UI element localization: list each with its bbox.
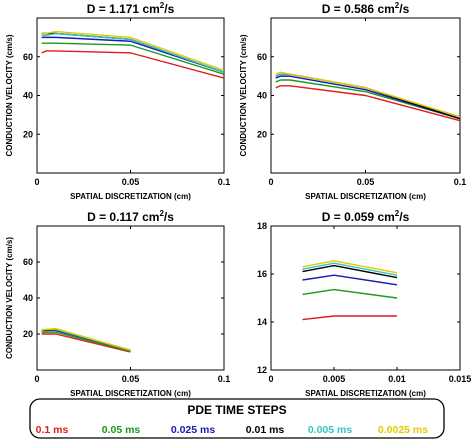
- series-line-6: [275, 71, 460, 118]
- y-tick-label: 60: [23, 257, 33, 267]
- y-axis-label: CONDUCTION VELOCITY (cm/s): [239, 34, 248, 156]
- series-group: [41, 327, 131, 353]
- x-axis-label: SPATIAL DISCRETIZATION (cm): [70, 192, 191, 201]
- chart-title-superscript: 2: [395, 1, 400, 10]
- chart-panel-4: 0 0.005 0.01 0.015 12 14 16 18 D = 0.059 cm2/s SP…: [257, 209, 471, 398]
- chart-panel-1: 0 0.05 0.1 20 40 60 D = 1.171 cm2/s SPATIAL DIS…: [5, 1, 230, 201]
- series-line-1: [41, 333, 131, 353]
- series-line-6: [41, 30, 224, 71]
- series-line-1: [41, 50, 224, 79]
- series-group: [275, 71, 460, 122]
- series-line-2: [41, 331, 131, 352]
- series-line-3: [302, 274, 398, 286]
- y-tick-label: 20: [23, 329, 33, 339]
- chart-title-superscript: 2: [160, 1, 165, 10]
- y-tick-label: 20: [23, 129, 33, 139]
- x-tick-label: 0: [34, 177, 39, 187]
- plot-frame: [36, 225, 225, 371]
- y-tick-label: 18: [257, 221, 267, 231]
- legend-item-5: 0.005 ms: [308, 424, 353, 436]
- series-group: [41, 30, 224, 79]
- y-tick-label: 40: [23, 91, 33, 101]
- y-tick-label: 16: [257, 269, 267, 279]
- legend-item-1: 0.1 ms: [36, 424, 69, 436]
- x-tick-label: 0.05: [122, 177, 140, 187]
- x-axis-label: SPATIAL DISCRETIZATION (cm): [305, 192, 426, 201]
- legend-item-2: 0.05 ms: [102, 424, 141, 436]
- chart-title: D = 1.171 cm2/s: [87, 1, 175, 16]
- y-tick-label: 40: [23, 293, 33, 303]
- x-tick-label: 0.1: [218, 177, 231, 187]
- series-line-3: [275, 75, 460, 120]
- x-axis-label: SPATIAL DISCRETIZATION (cm): [70, 389, 191, 398]
- x-tick-label: 0: [268, 374, 273, 384]
- series-line-2: [302, 288, 398, 299]
- x-tick-label: 0.005: [323, 374, 346, 384]
- y-axis-label: CONDUCTION VELOCITY (cm/s): [5, 237, 14, 359]
- chart-title: D = 0.117 cm2/s: [87, 209, 174, 224]
- series-line-5: [302, 262, 398, 276]
- y-tick-label: 40: [257, 91, 267, 101]
- x-tick-label: 0: [268, 177, 273, 187]
- y-tick-label: 12: [257, 365, 267, 375]
- x-tick-label: 0: [34, 374, 39, 384]
- legend: PDE TIME STEPS 0.1 ms 0.05 ms 0.025 ms 0.01…: [29, 398, 445, 439]
- chart-title-unit: /s: [164, 2, 174, 16]
- chart-panel-2: 0 0.05 0.1 20 40 60 D = 0.586 cm2/s SPATIAL DIS…: [239, 1, 466, 201]
- x-tick-label: 0.05: [122, 374, 140, 384]
- x-tick-label: 0.01: [388, 374, 406, 384]
- chart-title-unit: /s: [399, 210, 409, 224]
- series-line-1: [275, 85, 460, 122]
- y-tick-label: 14: [257, 317, 267, 327]
- y-tick-label: 60: [23, 52, 33, 62]
- series-line-6: [302, 260, 398, 274]
- series-line-1: [302, 315, 397, 321]
- legend-item-4: 0.01 ms: [246, 424, 285, 436]
- chart-title-superscript: 2: [395, 209, 400, 218]
- legend-title: PDE TIME STEPS: [187, 403, 286, 417]
- chart-title-main: D = 0.586 cm: [322, 2, 395, 16]
- series-line-3: [41, 36, 224, 73]
- chart-title-main: D = 0.117 cm: [87, 210, 159, 224]
- plot-frame: [270, 225, 461, 371]
- chart-title-main: D = 1.171 cm: [87, 2, 160, 16]
- x-tick-label: 0.1: [218, 374, 231, 384]
- x-axis-label: SPATIAL DISCRETIZATION (cm): [305, 389, 426, 398]
- y-axis-label: CONDUCTION VELOCITY (cm/s): [5, 34, 14, 156]
- series-line-4: [302, 264, 398, 279]
- chart-title-unit: /s: [164, 210, 174, 224]
- chart-panel-3: 0 0.05 0.1 20 40 60 D = 0.117 cm2/s SPATIAL DIS…: [5, 209, 230, 398]
- x-tick-label: 0.1: [454, 177, 467, 187]
- chart-title: D = 0.059 cm2/s: [322, 209, 410, 224]
- x-tick-label: 0.05: [357, 177, 375, 187]
- series-line-2: [275, 79, 460, 120]
- legend-item-6: 0.0025 ms: [378, 424, 428, 436]
- chart-title: D = 0.586 cm2/s: [322, 1, 410, 16]
- legend-item-3: 0.025 ms: [171, 424, 216, 436]
- series-line-6: [41, 327, 131, 351]
- series-line-2: [41, 42, 224, 75]
- x-tick-label: 0.015: [449, 374, 472, 384]
- series-group: [302, 260, 398, 321]
- chart-title-main: D = 0.059 cm: [322, 210, 395, 224]
- y-tick-label: 20: [257, 129, 267, 139]
- chart-title-unit: /s: [399, 2, 409, 16]
- y-tick-label: 60: [257, 52, 267, 62]
- legend-items: 0.1 ms 0.05 ms 0.025 ms 0.01 ms 0.005 ms 0.00…: [36, 424, 429, 436]
- chart-title-superscript: 2: [159, 209, 164, 218]
- series-line-5: [41, 32, 224, 73]
- legend-box: [29, 398, 445, 439]
